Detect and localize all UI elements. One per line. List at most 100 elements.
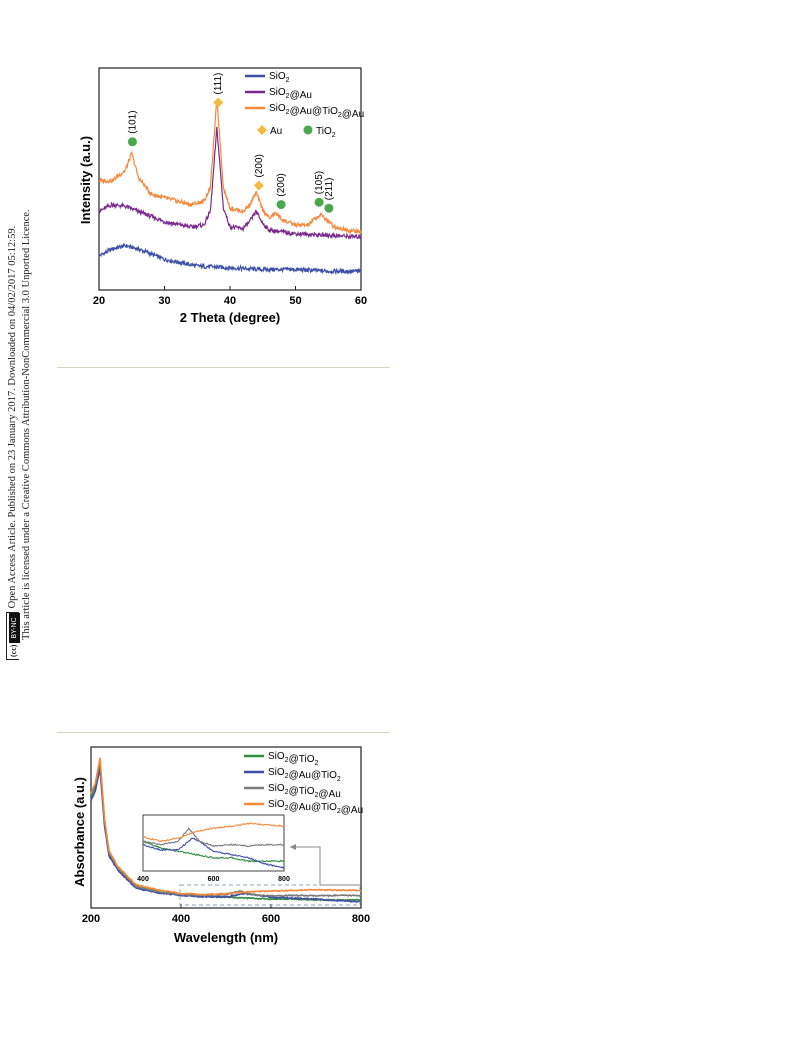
subscript: 2 — [285, 757, 289, 764]
xrd-marker-legend: Au TiO2 — [257, 125, 336, 139]
uv-legend-label: SiO2@TiO2 — [268, 751, 318, 767]
label-part: @Au@TiO — [290, 106, 338, 117]
label-part: @Au — [290, 90, 312, 101]
subscript: 2 — [338, 112, 342, 119]
label-part: SiO — [268, 767, 285, 778]
subscript: 2 — [286, 77, 290, 84]
subscript: 2 — [337, 776, 341, 783]
tio2-circle-marker — [324, 203, 334, 213]
uv-plot-frame — [90, 746, 362, 909]
section-divider-top — [57, 367, 390, 368]
label-part: SiO — [269, 87, 286, 98]
label-part: SiO — [269, 71, 286, 82]
xrd-peak-label: (211) — [324, 178, 335, 201]
uv-x-tick-label: 200 — [82, 913, 100, 925]
label-part: @Au — [318, 789, 340, 800]
subscript: 2 — [286, 109, 290, 116]
uv-x-tick-label: 600 — [262, 913, 280, 925]
subscript: 2 — [285, 773, 289, 780]
uv-inset-axis: 400 600 800 — [137, 876, 290, 883]
xrd-x-tick-label: 50 — [289, 295, 301, 307]
xrd-peak-label: (200) — [276, 173, 287, 196]
xrd-peak-label: (111) — [213, 73, 224, 95]
uv-x-tick-label: 800 — [352, 913, 370, 925]
xrd-series-line-2 — [98, 126, 362, 240]
tio2-circle-marker — [314, 197, 324, 207]
label-part: SiO — [268, 799, 285, 810]
uv-legend: SiO2@TiO2SiO2@Au@TiO2SiO2@TiO2@AuSiO2@Au… — [244, 751, 363, 816]
license-sidebar: (cc)BY-NC Open Access Article. Published … — [6, 120, 40, 660]
cc-license-badge[interactable]: (cc)BY-NC — [6, 612, 21, 660]
au-diamond-marker — [213, 97, 224, 108]
uv-series-line-3 — [90, 760, 362, 898]
label-part: SiO — [268, 751, 285, 762]
tio2-circle-marker — [127, 137, 137, 147]
label-part: SiO — [269, 103, 286, 114]
xrd-series-group — [98, 100, 362, 276]
uv-inset-tick-label: 800 — [278, 876, 290, 883]
uv-inset-frame — [142, 814, 285, 872]
xrd-series-line-3 — [98, 100, 362, 235]
xrd-plot-frame — [98, 67, 362, 291]
by-nc-badge-label: BY-NC — [9, 613, 21, 643]
uv-x-tick-label: 400 — [172, 913, 190, 925]
license-text: (cc)BY-NC Open Access Article. Published … — [6, 209, 34, 660]
subscript: 2 — [314, 792, 318, 799]
uv-legend-label: SiO2@Au@TiO2@Au — [268, 799, 363, 816]
xrd-x-tick-label: 60 — [355, 295, 367, 307]
uv-inset-line-2 — [142, 837, 285, 869]
section-divider-bottom — [57, 732, 390, 733]
xrd-x-tick-label: 20 — [93, 295, 105, 307]
subscript: 2 — [285, 789, 289, 796]
uv-series-line-1 — [90, 765, 362, 902]
xrd-series-line-1 — [98, 243, 362, 276]
xrd-x-tick-label: 40 — [224, 295, 236, 307]
xrd-x-axis-title: 2 Theta (degree) — [180, 310, 280, 325]
uv-zoom-arrowhead — [290, 844, 296, 850]
uv-legend-label: SiO2@TiO2@Au — [268, 783, 341, 800]
license-line-2[interactable]: This article is licensed under a Creativ… — [21, 209, 32, 640]
label-part: @Au@TiO — [289, 802, 337, 813]
xrd-peak-label: (105) — [314, 171, 325, 194]
uv-zoom-region — [179, 884, 361, 906]
uv-zoom-arrow — [290, 846, 360, 886]
uv-inset-tick-label: 600 — [208, 876, 220, 883]
subscript: 2 — [286, 93, 290, 100]
tio2-circle-marker — [276, 200, 286, 210]
subscript: 2 — [314, 760, 318, 767]
uv-inset-series — [142, 822, 285, 869]
uv-inset-tick-label: 400 — [137, 876, 149, 883]
xrd-peak-label: (200) — [254, 154, 265, 177]
label-part: SiO — [268, 783, 285, 794]
xrd-y-axis-title: Intensity (a.u.) — [78, 136, 93, 224]
xrd-peak-labels: (101) (111) (200) (200) (105)(211) — [127, 73, 335, 213]
marker-legend-label: Au — [270, 126, 282, 137]
uv-inset-line-3 — [142, 826, 285, 848]
label-part: @Au — [342, 109, 364, 120]
xrd-x-tick-label: 30 — [158, 295, 170, 307]
xrd-x-axis: 20 30 40 50 60 — [93, 286, 367, 307]
license-line-1: Open Access Article. Published on 23 Jan… — [7, 225, 18, 609]
xrd-peak-label: (101) — [127, 110, 138, 133]
marker-legend-label: TiO2 — [316, 126, 336, 139]
au-legend-diamond — [257, 125, 267, 135]
label-part: @TiO — [289, 786, 315, 797]
xrd-legend-label: SiO2@Au — [269, 87, 312, 101]
label-part: @TiO — [289, 754, 315, 765]
cc-badge-label: (cc) — [8, 642, 20, 659]
subscript: 2 — [337, 808, 341, 815]
au-diamond-marker — [253, 180, 264, 191]
uv-x-axis: 200 400 600 800 — [82, 904, 370, 925]
uv-series-group — [90, 757, 362, 903]
xrd-legend-label: SiO2 — [269, 71, 290, 84]
uv-series-line-4 — [90, 757, 362, 896]
uv-y-axis-title: Absorbance (a.u.) — [72, 777, 87, 887]
uv-inset-line-1 — [142, 840, 285, 863]
subscript: 2 — [285, 805, 289, 812]
tio2-legend-circle — [303, 125, 313, 135]
uv-series-line-2 — [90, 768, 362, 903]
label-part: @Au@TiO — [289, 770, 337, 781]
